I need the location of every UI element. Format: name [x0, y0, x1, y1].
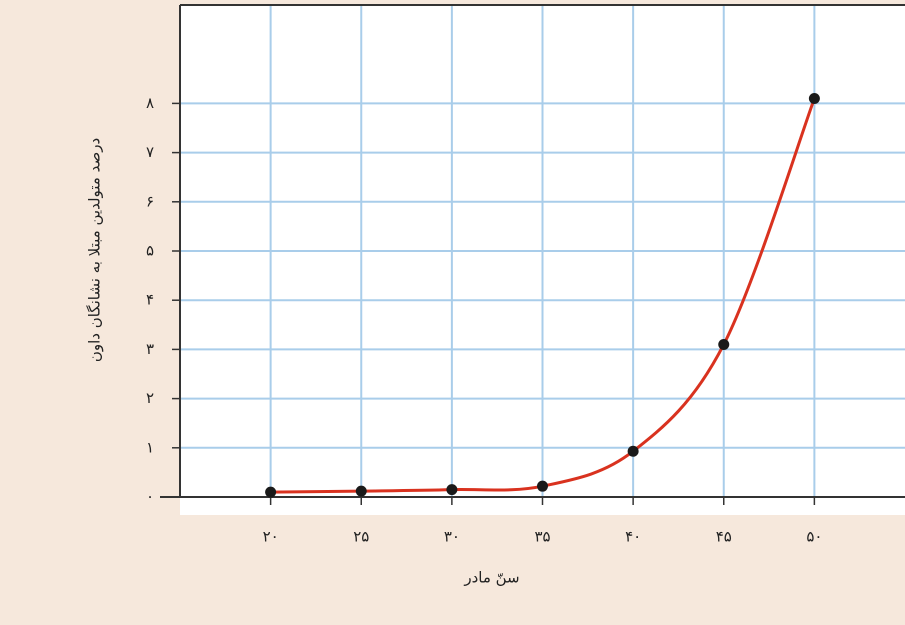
y-tick-label: ۲ [146, 389, 154, 407]
y-tick-label: ۷ [146, 143, 154, 161]
point [355, 485, 367, 497]
y-tick-label: ۰ [146, 488, 154, 506]
x-tick-label: ۲۰ [263, 528, 279, 546]
x-tick-label: ۴۵ [716, 528, 732, 546]
y-tick-label: ۱ [146, 438, 154, 456]
point [627, 445, 639, 457]
y-tick-label: ۴ [146, 291, 154, 309]
x-tick-label: ۳۵ [534, 528, 550, 546]
y-tick-label: ۸ [146, 94, 154, 112]
point [718, 338, 730, 350]
x-tick-label: ۴۰ [625, 528, 641, 546]
point [446, 484, 458, 496]
point [265, 486, 277, 498]
x-tick-label: ۵۰ [806, 528, 822, 546]
y-tick-label: ۳ [146, 340, 154, 358]
x-tick-label: ۲۵ [353, 528, 369, 546]
point [808, 92, 820, 104]
x-axis-label: سنّ مادر [463, 569, 519, 587]
point [537, 480, 548, 492]
y-tick-label: ۶ [146, 192, 154, 210]
x-tick-label: ۳۰ [444, 528, 460, 546]
y-axis-label: درصد متولدین مبتلا به نشانگان داون [86, 138, 104, 362]
y-tick-label: ۵ [146, 242, 154, 260]
